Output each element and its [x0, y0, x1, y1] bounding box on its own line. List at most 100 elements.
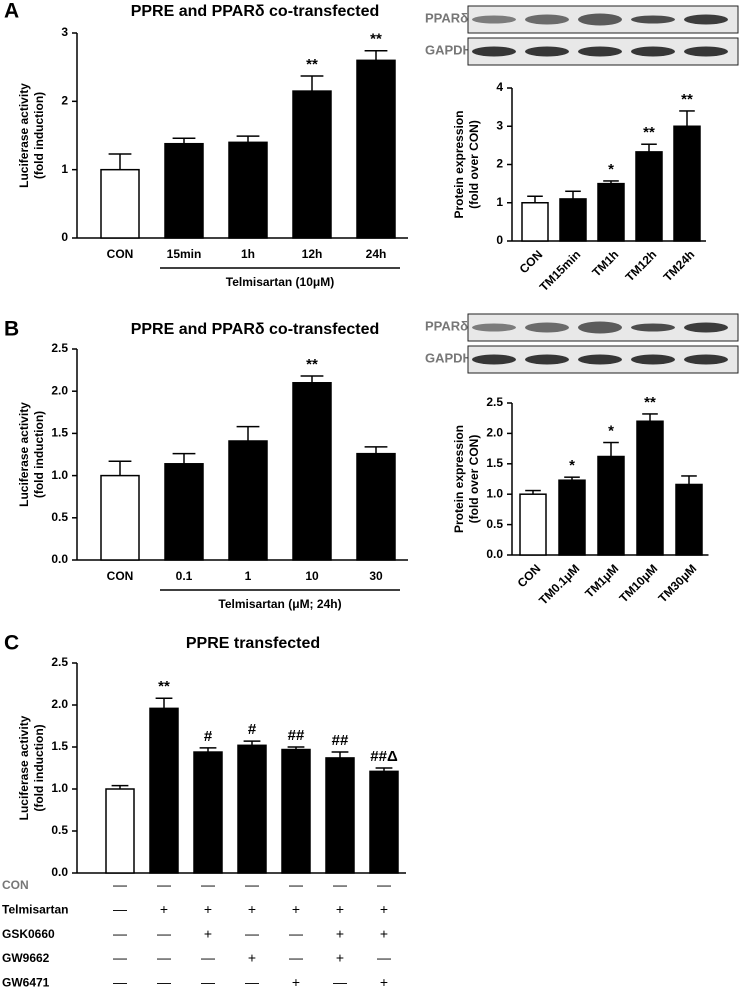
y-axis-label: Luciferase activity — [17, 402, 31, 507]
y-tick-label: 1.0 — [486, 486, 503, 500]
bar — [228, 440, 268, 561]
x-tick-label: TM1μM — [582, 561, 621, 600]
blot-band — [578, 46, 622, 57]
treatment-mark: — — [113, 901, 127, 917]
blot-band — [525, 354, 569, 365]
y-tick-label: 3 — [61, 25, 68, 39]
x-tick-label: TM15min — [537, 247, 584, 294]
treatment-mark: — — [333, 877, 347, 893]
y-tick-label: 2 — [61, 94, 68, 108]
panel-label: B — [4, 318, 19, 341]
x-tick-label: 1h — [241, 247, 255, 261]
y-tick-label: 3 — [496, 118, 503, 132]
y-tick-label: 2.0 — [486, 426, 503, 440]
treatment-mark: — — [245, 974, 259, 990]
y-tick-label: 1 — [61, 162, 68, 176]
bar — [292, 90, 332, 239]
treatment-mark: + — [380, 901, 388, 917]
bar — [519, 493, 547, 556]
blot-band — [684, 322, 728, 333]
significance-label: * — [569, 457, 575, 474]
y-tick-label: 0.0 — [51, 865, 68, 879]
x-tick-label: CON — [107, 569, 134, 583]
y-tick-label: 1.5 — [486, 456, 503, 470]
x-tick-label: 24h — [366, 247, 387, 261]
bar — [558, 479, 586, 556]
chart-title: PPRE and PPARδ co-transfected — [131, 3, 380, 20]
treatment-mark: + — [380, 974, 388, 990]
bar — [237, 744, 267, 874]
y-tick-label: 2.5 — [486, 395, 503, 409]
bar — [149, 707, 179, 874]
bar — [673, 125, 701, 242]
x-tick-label: TM24h — [661, 247, 698, 284]
bar — [164, 142, 204, 239]
significance-label: ** — [370, 31, 382, 48]
significance-label: ** — [158, 678, 170, 695]
y-tick-label: 1.5 — [51, 426, 68, 440]
treatment-mark: — — [201, 950, 215, 966]
treatment-mark: — — [289, 877, 303, 893]
treatment-mark: — — [113, 925, 127, 941]
blot-band — [472, 46, 516, 57]
y-tick-label: 0.5 — [51, 823, 68, 837]
blot-band — [578, 321, 622, 334]
treatment-mark: + — [336, 950, 344, 966]
y-axis-label: (fold induction) — [32, 724, 46, 811]
blot-band — [578, 354, 622, 365]
x-tick-label: 15min — [167, 247, 202, 261]
treatment-mark: — — [245, 877, 259, 893]
significance-label: * — [608, 422, 614, 439]
y-axis-label: Luciferase activity — [17, 715, 31, 820]
treatment-mark: — — [377, 950, 391, 966]
y-tick-label: 0.0 — [51, 552, 68, 566]
treatment-mark: + — [292, 901, 300, 917]
blot-label: PPARδ — [425, 10, 468, 25]
y-axis-label: Protein expression — [452, 425, 466, 533]
chart-title: PPRE transfected — [186, 635, 320, 652]
treatment-mark: — — [333, 974, 347, 990]
treatment-mark: — — [113, 877, 127, 893]
x-tick-label: 0.1 — [176, 569, 193, 583]
blot-band — [472, 15, 516, 24]
blot-label: PPARδ — [425, 318, 468, 333]
treatment-label: CON — [2, 878, 29, 892]
y-tick-label: 2.5 — [51, 655, 68, 669]
bar — [164, 463, 204, 561]
y-tick-label: 0 — [496, 233, 503, 247]
y-tick-label: 1.0 — [51, 468, 68, 482]
y-tick-label: 2 — [496, 157, 503, 171]
x-tick-label: 10 — [305, 569, 319, 583]
y-axis-label: (fold over CON) — [467, 120, 481, 209]
significance-label: # — [248, 721, 257, 738]
treatment-mark: — — [245, 925, 259, 941]
blot-band — [631, 15, 675, 24]
bar — [356, 452, 396, 561]
bar — [325, 757, 355, 874]
y-tick-label: 0.5 — [51, 510, 68, 524]
significance-label: ** — [306, 56, 318, 73]
x-tick-label: TM30μM — [656, 561, 700, 605]
x-tick-label: CON — [107, 247, 134, 261]
y-axis-label: (fold over CON) — [467, 435, 481, 524]
blot-band — [631, 354, 675, 365]
treatment-label: Telmisartan — [2, 902, 68, 916]
x-tick-label: 1 — [245, 569, 252, 583]
blot-label: GAPDH — [425, 42, 472, 57]
bar — [635, 151, 663, 242]
treatment-mark: — — [157, 974, 171, 990]
treatment-mark: — — [113, 974, 127, 990]
x-tick-label: TM12h — [623, 247, 660, 284]
blot-band — [684, 14, 728, 25]
bar — [228, 141, 268, 239]
blot-band — [684, 46, 728, 57]
treatment-mark: — — [113, 950, 127, 966]
y-tick-label: 1 — [496, 195, 503, 209]
treatment-mark: — — [201, 877, 215, 893]
panel-label: C — [4, 632, 19, 655]
x-axis-label: Telmisartan (10μM) — [226, 275, 334, 289]
treatment-mark: + — [336, 925, 344, 941]
treatment-mark: + — [248, 901, 256, 917]
bar — [521, 202, 549, 242]
